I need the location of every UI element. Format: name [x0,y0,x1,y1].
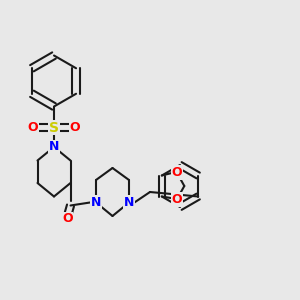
Text: S: S [49,121,59,134]
Text: O: O [70,121,80,134]
Text: N: N [49,140,59,154]
Text: O: O [172,166,182,179]
Text: O: O [62,212,73,226]
Text: N: N [91,196,101,209]
Text: O: O [28,121,38,134]
Text: O: O [172,193,182,206]
Text: N: N [124,196,134,209]
